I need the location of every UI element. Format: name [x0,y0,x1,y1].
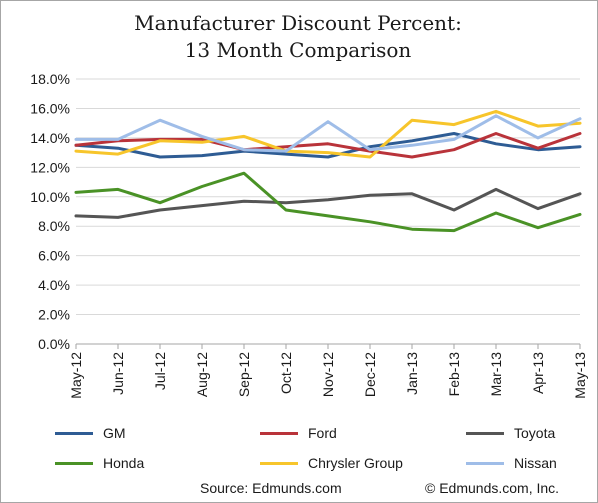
y-tick-label: 6.0% [38,248,70,264]
legend-label: Toyota [514,425,556,441]
legend-label: Honda [103,455,145,471]
legend-item: GM [55,424,126,442]
legend-swatch [466,431,504,435]
series-line-chrysler-group [74,109,582,159]
source-note: Source: Edmunds.com [200,480,342,496]
x-tick-label: Oct-12 [278,352,294,394]
x-tick-label: Mar-13 [488,352,504,397]
legend-item: Nissan [466,454,557,472]
legend-item: Toyota [466,424,555,442]
chart-title-line-2: 13 Month Comparison [184,38,412,62]
x-tick-label: May-13 [572,352,588,399]
x-tick-label: Sep-12 [236,352,252,397]
chart-title: Manufacturer Discount Percent: 13 Month … [0,10,596,64]
legend-swatch [260,461,298,465]
y-tick-label: 18.0% [30,71,70,87]
legend-swatch [55,431,93,435]
x-tick-label: Jul-12 [152,352,168,390]
x-tick-label: Feb-13 [446,352,462,397]
series-line-toyota [74,187,582,219]
series-line-nissan [74,114,582,153]
y-tick-label: 2.0% [38,307,70,323]
series-line-gm [74,132,582,159]
y-tick-label: 14.0% [30,130,70,146]
x-tick-label: Dec-12 [362,352,378,397]
copyright-note: © Edmunds.com, Inc. [425,480,560,496]
legend-label: Chrysler Group [308,455,403,471]
legend-swatch [466,461,504,465]
legend-item: Honda [55,454,144,472]
x-tick-label: Apr-13 [530,352,546,394]
legend-label: Nissan [514,455,557,471]
x-tick-label: Aug-12 [194,352,210,397]
series-line-honda [74,171,582,233]
x-tick-label: Jun-12 [110,352,126,395]
y-tick-label: 16.0% [30,100,70,116]
legend-item: Ford [260,424,337,442]
x-tick-label: Nov-12 [320,352,336,397]
chart-title-line-1: Manufacturer Discount Percent: [134,11,462,35]
y-tick-label: 10.0% [30,189,70,205]
legend-label: GM [103,425,126,441]
legend-swatch [260,431,298,435]
x-tick-label: May-12 [68,352,84,399]
y-tick-label: 4.0% [38,277,70,293]
y-tick-label: 12.0% [30,159,70,175]
y-tick-label: 8.0% [38,218,70,234]
x-tick-label: Jan-13 [404,352,420,395]
legend-label: Ford [308,425,337,441]
legend-item: Chrysler Group [260,454,403,472]
legend-swatch [55,461,93,465]
y-tick-label: 0.0% [38,336,70,352]
